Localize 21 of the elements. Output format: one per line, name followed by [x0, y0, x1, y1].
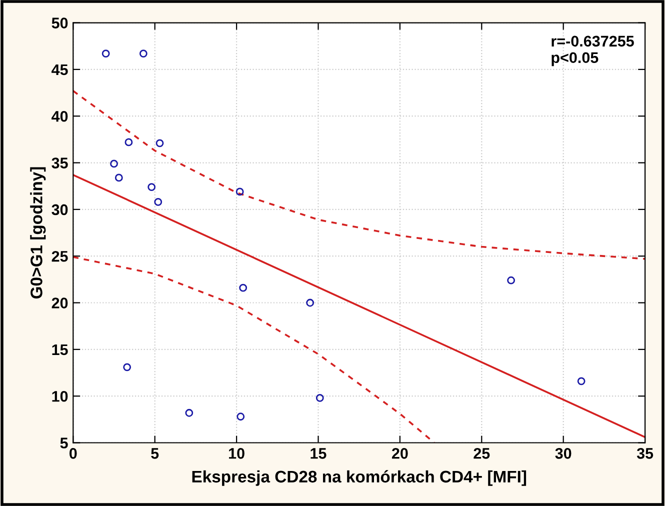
- y-tick-label: 45: [52, 64, 68, 76]
- annotation: r=-0.637255 p<0.05: [552, 36, 634, 66]
- y-tick-label: 10: [52, 390, 68, 402]
- x-axis-title: Ekspresja CD28 na komórkach CD4+ [MFI]: [192, 470, 526, 486]
- x-tick-label: 10: [229, 448, 244, 459]
- y-tick-label: 15: [52, 344, 68, 356]
- x-tick-label: 25: [474, 448, 490, 459]
- y-tick-label: 50: [52, 18, 68, 28]
- x-tick-label: 15: [310, 448, 326, 459]
- y-tick-label: 30: [52, 204, 68, 216]
- y-tick-label: 5: [60, 438, 68, 448]
- x-tick-label: 35: [636, 448, 654, 459]
- y-tick-label: 40: [52, 110, 68, 122]
- y-tick-label: 25: [52, 250, 68, 262]
- x-tick-label: 5: [151, 448, 159, 459]
- y-tick-label: 35: [52, 158, 68, 168]
- y-axis-title: G0>G1 [godziny]: [30, 167, 46, 299]
- x-tick-label: 30: [555, 448, 572, 459]
- y-tick-label: 20: [52, 298, 68, 308]
- x-tick-label: 20: [392, 448, 408, 459]
- x-tick-label: 0: [70, 448, 77, 459]
